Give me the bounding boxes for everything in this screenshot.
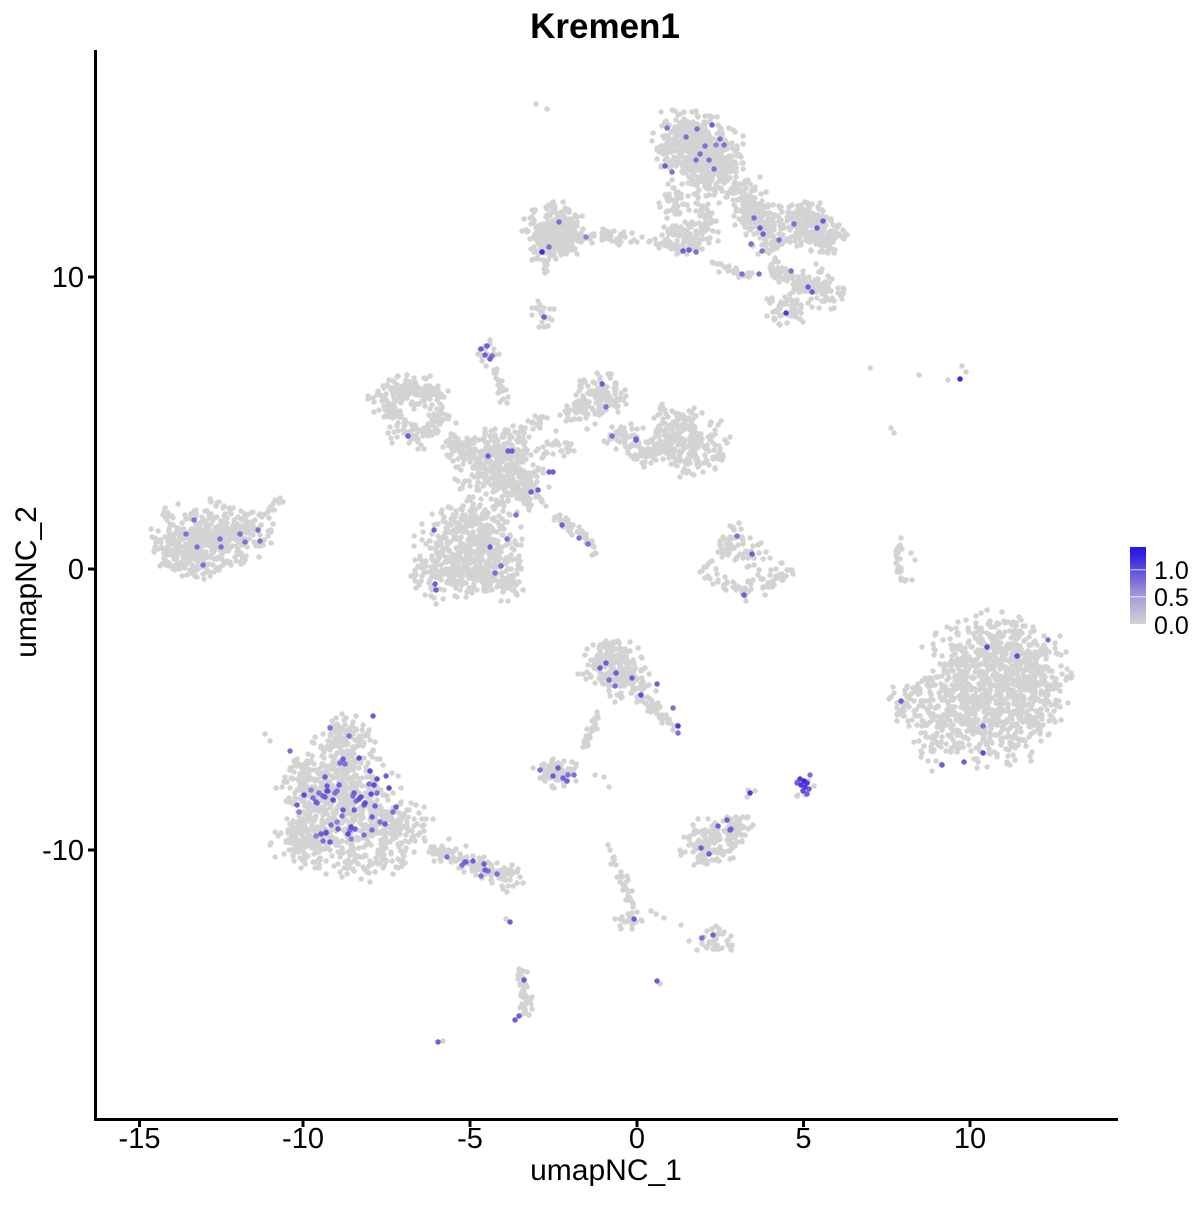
- svg-text:10: 10: [954, 1123, 986, 1155]
- svg-text:Kremen1: Kremen1: [530, 7, 680, 46]
- svg-text:0.0: 0.0: [1154, 612, 1189, 640]
- svg-text:umapNC_2: umapNC_2: [10, 506, 43, 658]
- svg-text:0: 0: [68, 554, 84, 586]
- svg-text:-10: -10: [282, 1123, 324, 1155]
- svg-text:10: 10: [52, 262, 84, 294]
- svg-text:umapNC_1: umapNC_1: [530, 1154, 682, 1187]
- svg-text:-15: -15: [119, 1123, 161, 1155]
- svg-text:-10: -10: [42, 835, 84, 867]
- svg-text:0: 0: [629, 1123, 645, 1155]
- svg-text:-5: -5: [457, 1123, 483, 1155]
- svg-text:0.5: 0.5: [1154, 584, 1189, 612]
- svg-text:5: 5: [795, 1123, 811, 1155]
- svg-text:1.0: 1.0: [1154, 557, 1189, 585]
